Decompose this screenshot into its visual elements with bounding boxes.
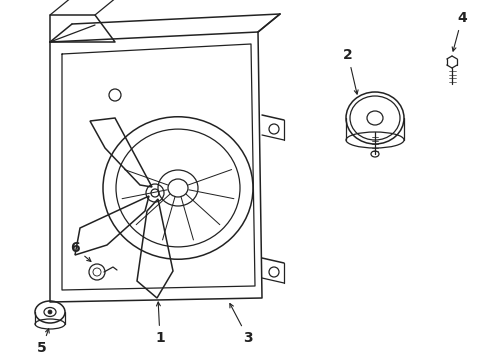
Text: 4: 4 [452,11,467,51]
Text: 5: 5 [37,329,49,355]
Text: 6: 6 [70,241,91,261]
Circle shape [48,310,52,314]
Text: 1: 1 [155,302,165,345]
Text: 2: 2 [343,48,358,94]
Text: 3: 3 [230,303,253,345]
